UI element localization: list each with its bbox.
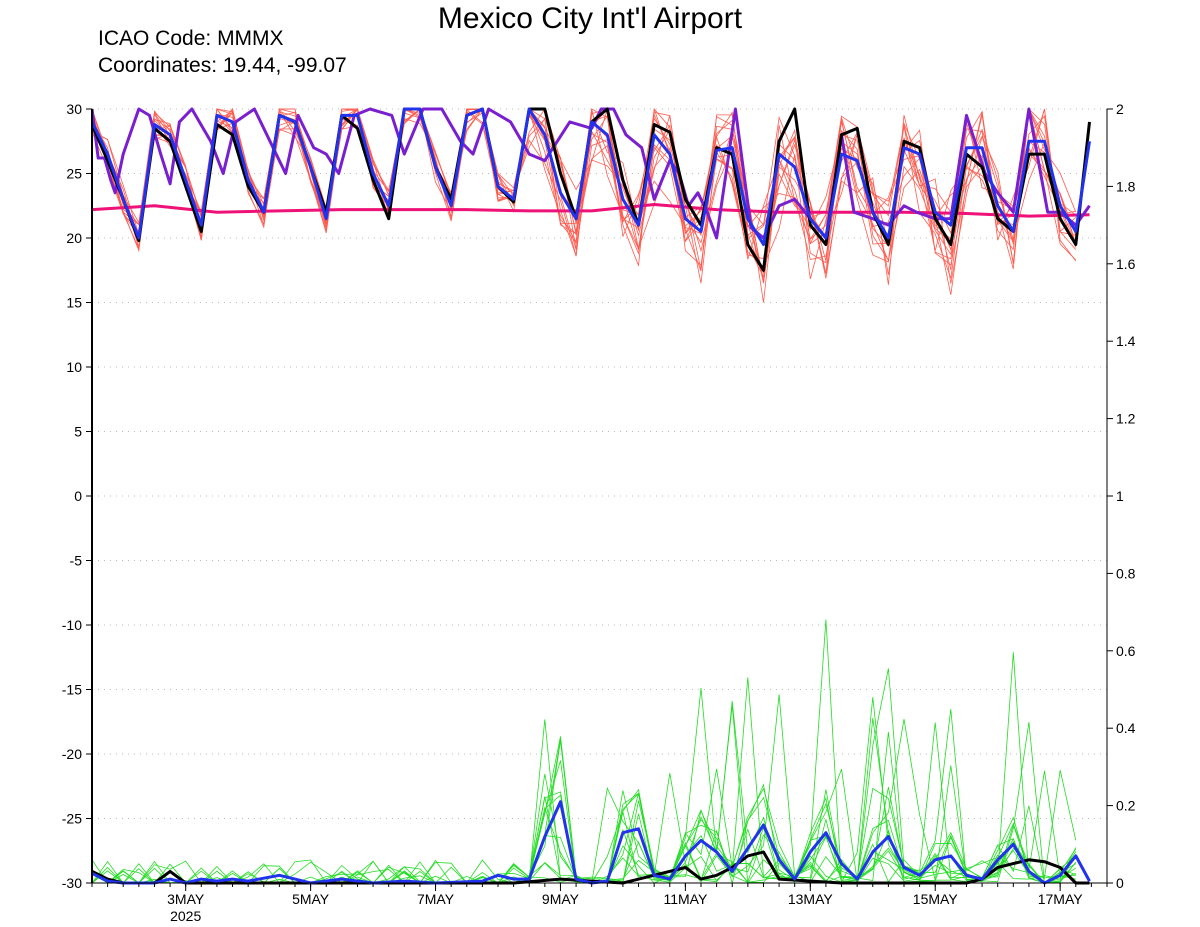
icao-label: ICAO Code:	[98, 27, 212, 50]
right-axis-tick-label: 0.8	[1116, 565, 1136, 581]
left-axis-tick-label: -15	[62, 682, 82, 698]
left-axis-tick-label: 25	[66, 166, 82, 182]
right-axis-tick-label: 1.8	[1116, 178, 1136, 194]
secondary-variable-trend-line	[92, 203, 1090, 218]
precip-member-line	[92, 705, 1077, 885]
coordinates-value: 19.44, -99.07	[222, 54, 347, 77]
left-axis-tick-label: 30	[66, 101, 82, 117]
left-axis-tick-label: -5	[70, 553, 83, 569]
right-axis-tick-label: 0.2	[1116, 798, 1136, 814]
right-axis-tick-label: 1.4	[1116, 333, 1136, 349]
left-axis-tick-label: 10	[66, 359, 82, 375]
left-axis-tick-label: 5	[74, 424, 82, 440]
temperature-ensemble-mean-line	[92, 107, 1091, 246]
x-axis-tick-label: 5MAY	[292, 891, 330, 907]
ensemble-member-lines	[92, 107, 1077, 885]
x-axis-tick-label: 9MAY	[542, 891, 580, 907]
left-axis-tick-label: -25	[62, 811, 82, 827]
precip-ensemble-mean-line	[92, 800, 1091, 885]
left-axis-tick-label: 15	[66, 295, 82, 311]
x-axis-tick-label: 3MAY	[167, 891, 205, 907]
right-axis-tick-label: 0.6	[1116, 643, 1136, 659]
temperature-member-line	[92, 108, 1077, 295]
left-axis-tick-label: -30	[62, 875, 82, 891]
precip-member-line	[92, 652, 1077, 884]
right-axis-tick-label: 2	[1116, 101, 1124, 117]
left-axis-tick-label: -20	[62, 746, 82, 762]
right-axis-tick-label: 0	[1116, 875, 1124, 891]
right-axis-tick-label: 0.4	[1116, 720, 1136, 736]
x-axis-tick-label: 11MAY	[663, 891, 707, 907]
precip-member-line	[92, 794, 1077, 884]
x-axis-tick-label: 7MAY	[417, 891, 455, 907]
x-axis-year-label: 2025	[170, 908, 201, 924]
coordinates-label: Coordinates:	[98, 54, 218, 77]
right-axis-tick-label: 1	[1116, 488, 1124, 504]
temperature-high-resolution-line	[92, 107, 1091, 240]
coordinates-line: Coordinates: 19.44, -99.07	[98, 54, 347, 78]
left-axis-tick-label: 0	[74, 488, 82, 504]
x-axis-tick-label: 15MAY	[913, 891, 959, 907]
axes: 302520151050-5-10-15-20-25-3021.81.61.41…	[62, 101, 1136, 924]
left-axis-tick-label: -10	[62, 617, 82, 633]
icao-code-line: ICAO Code: MMMX	[98, 27, 284, 51]
x-axis-tick-label: 13MAY	[788, 891, 834, 907]
series-lines	[92, 107, 1091, 885]
right-axis-tick-label: 1.2	[1116, 411, 1136, 427]
temperature-member-line	[92, 108, 1077, 275]
chart-title: Mexico City Int'l Airport	[437, 2, 743, 35]
right-axis-tick-label: 1.6	[1116, 256, 1136, 272]
icao-code: MMMX	[217, 27, 284, 50]
precip-member-line	[92, 719, 1077, 884]
precip-member-line	[92, 619, 1077, 884]
x-axis-tick-label: 17MAY	[1038, 891, 1084, 907]
left-axis-tick-label: 20	[66, 230, 82, 246]
